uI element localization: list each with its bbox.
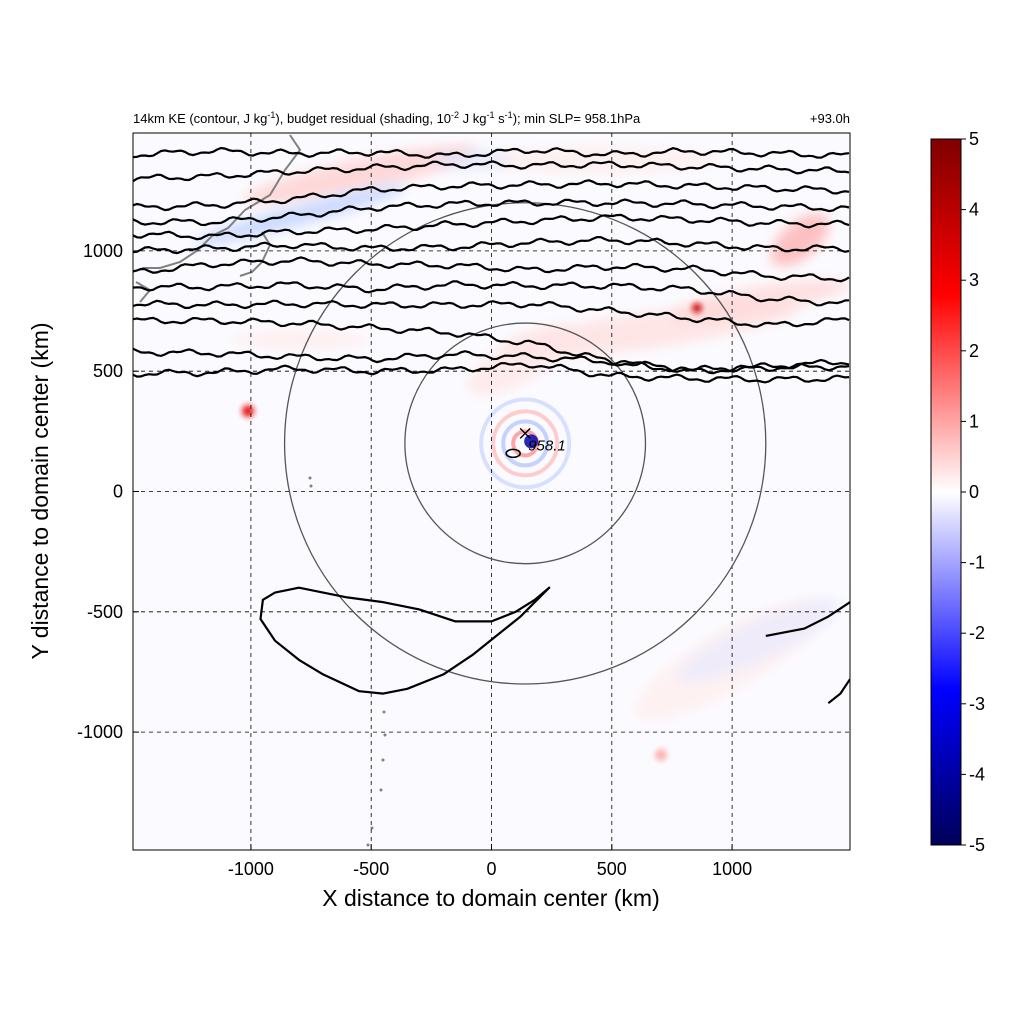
ke-contour-line [133, 160, 850, 183]
ke-contour-line [133, 299, 850, 328]
ke-contour-line [133, 280, 850, 307]
range-ring [283, 202, 767, 685]
shading-blob [230, 330, 370, 350]
ke-edge-contour [765, 601, 850, 637]
y-axis-ticks: -1000 -500 0 500 1000 [77, 241, 139, 742]
colorbar-ticks: 5 4 3 2 1 0 -1 -2 -3 -4 -5 [961, 129, 985, 855]
shading-spot [655, 749, 667, 761]
colorbar-tick-label: 3 [969, 270, 979, 290]
range-ring [404, 322, 647, 565]
island [382, 710, 386, 714]
colorbar-tick-label: 0 [969, 482, 979, 502]
plot-area: 958.1 [132, 132, 851, 851]
y-tick-label: -500 [87, 602, 123, 622]
title-sup-3: -1 [487, 110, 495, 120]
title-sup-4: -1 [505, 110, 513, 120]
title-part-5: ); min SLP= 958.1hPa [513, 111, 641, 126]
island [308, 476, 312, 480]
shading-spot [242, 405, 254, 417]
ke-contour-line [133, 146, 850, 159]
colorbar-tick-label: -4 [969, 764, 985, 784]
title-sup-2: -2 [451, 110, 459, 120]
title-part-3: J kg [459, 111, 486, 126]
title-part-1: 14km KE (contour, J kg [133, 111, 267, 126]
ke-contours [133, 146, 850, 705]
shading-core-ring [491, 409, 560, 478]
island [370, 826, 374, 830]
colorbar-tick-label: 2 [969, 341, 979, 361]
plot-background [133, 133, 850, 850]
y-tick-label: -1000 [77, 722, 123, 742]
ke-closed-contour [259, 586, 551, 695]
island [381, 758, 385, 762]
colorbar-tick-label: 5 [969, 129, 979, 149]
shading-blob [677, 597, 843, 683]
colorbar-tick-label: 4 [969, 200, 979, 220]
x-tick-label: 1000 [712, 859, 752, 879]
shading-core-ring [501, 419, 550, 468]
forecast-hour-label: +93.0h [810, 111, 850, 126]
island [309, 484, 313, 488]
x-tick-label: -1000 [228, 859, 274, 879]
colorbar-tick-label: -1 [969, 553, 985, 573]
y-axis-label: Y distance to domain center (km) [27, 322, 53, 659]
ke-contour-line [133, 347, 850, 375]
ke-contour-line [133, 213, 850, 241]
title-part-4: s [495, 111, 506, 126]
colorbar-tick-label: -5 [969, 835, 985, 855]
min-slp-label: 958.1 [528, 437, 566, 454]
title-sup-1: -1 [267, 110, 275, 120]
chart-title: 14km KE (contour, J kg-1), budget residu… [133, 110, 641, 126]
x-axis-label: X distance to domain center (km) [322, 885, 659, 911]
shading-core-ring [479, 397, 572, 490]
shading-spot [692, 303, 702, 313]
colorbar-tick-label: -3 [969, 694, 985, 714]
island [383, 733, 387, 737]
shading-blob [770, 213, 830, 267]
colorbar-tick-label: -2 [969, 623, 985, 643]
shading-core [524, 434, 539, 449]
island [379, 788, 383, 792]
y-tick-label: 500 [93, 361, 123, 381]
ke-contour-line [133, 235, 850, 255]
ke-contour-line [133, 362, 850, 384]
colorbar-tick-label: 1 [969, 411, 979, 431]
island [366, 843, 370, 847]
storm-center-marker [519, 427, 531, 439]
y-tick-label: 1000 [83, 241, 123, 261]
coastline-path [142, 134, 302, 269]
ke-contour-line [133, 179, 850, 212]
x-axis-ticks: -1000 -500 0 500 1000 [228, 844, 752, 879]
storm-center-x-icon [519, 427, 531, 439]
colorbar: 5 4 3 2 1 0 -1 -2 -3 -4 -5 [930, 129, 985, 855]
y-tick-label: 0 [113, 482, 123, 502]
ke-contour-line [133, 198, 850, 227]
shading-blob [466, 324, 574, 396]
range-rings [283, 202, 767, 685]
x-tick-label: -500 [353, 859, 389, 879]
colorbar-gradient [930, 138, 962, 846]
ke-edge-contour [827, 678, 850, 705]
x-tick-label: 0 [486, 859, 496, 879]
x-tick-label: 500 [597, 859, 627, 879]
shading-blob [242, 145, 478, 205]
title-part-2: ), budget residual (shading, 10 [275, 111, 451, 126]
ke-contour-line [133, 256, 850, 283]
ke-core-contour [505, 448, 521, 459]
